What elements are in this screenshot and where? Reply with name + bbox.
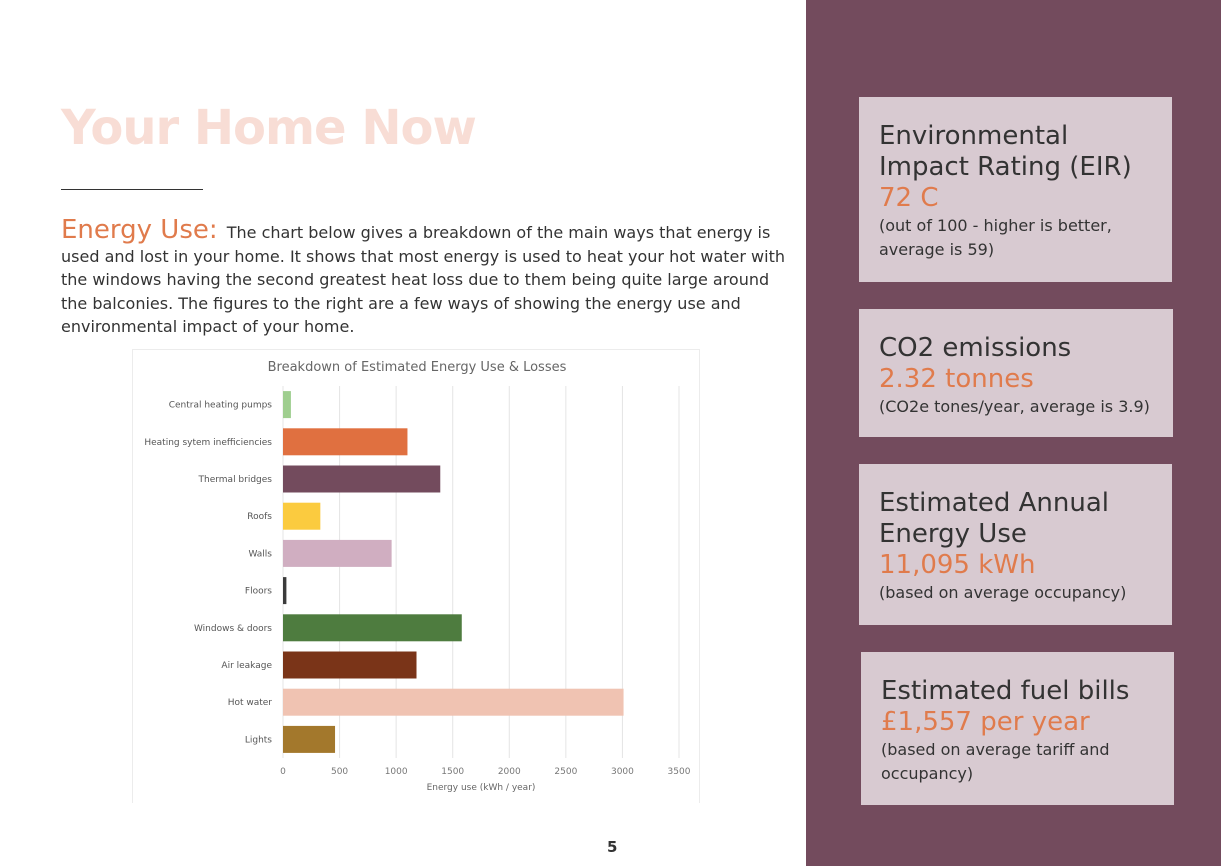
energy-use-card: Estimated Annual Energy Use 11,095 kWh (… bbox=[859, 464, 1172, 625]
energy-chart-svg: Breakdown of Estimated Energy Use & Loss… bbox=[144, 360, 691, 793]
bar bbox=[283, 539, 392, 567]
bar bbox=[283, 428, 408, 456]
fuel-bills-value: £1,557 per year bbox=[881, 707, 1090, 737]
co2-card: CO2 emissions 2.32 tonnes (CO2e tones/ye… bbox=[859, 309, 1173, 437]
eir-note: (out of 100 - higher is better, average … bbox=[879, 216, 1112, 259]
fuel-bills-note: (based on average tariff and occupancy) bbox=[881, 740, 1110, 783]
chart-title: Breakdown of Estimated Energy Use & Loss… bbox=[268, 360, 567, 375]
category-label: Heating sytem inefficiencies bbox=[144, 438, 272, 448]
bar bbox=[283, 391, 291, 419]
category-label: Central heating pumps bbox=[169, 401, 273, 411]
x-tick-label: 2500 bbox=[554, 767, 577, 777]
energy-chart: Breakdown of Estimated Energy Use & Loss… bbox=[132, 349, 700, 803]
page-title: Your Home Now bbox=[61, 100, 477, 156]
x-tick-label: 500 bbox=[331, 767, 348, 777]
category-label: Lights bbox=[245, 735, 272, 745]
page-number: 5 bbox=[607, 838, 618, 856]
category-label: Air leakage bbox=[221, 661, 272, 671]
category-label: Floors bbox=[245, 587, 272, 597]
fuel-bills-card: Estimated fuel bills £1,557 per year (ba… bbox=[861, 652, 1174, 805]
x-tick-label: 3000 bbox=[611, 767, 634, 777]
category-label: Hot water bbox=[228, 698, 273, 708]
category-label: Thermal bridges bbox=[198, 475, 273, 485]
bar bbox=[283, 725, 336, 753]
x-tick-label: 3500 bbox=[668, 767, 691, 777]
energy-use-label: Estimated Annual Energy Use bbox=[879, 488, 1109, 549]
category-label: Walls bbox=[248, 549, 272, 559]
bar bbox=[283, 502, 321, 530]
x-tick-label: 2000 bbox=[498, 767, 521, 777]
eir-label: Environmental Impact Rating (EIR) bbox=[879, 121, 1132, 182]
eir-value: 72 C bbox=[879, 183, 939, 213]
title-divider bbox=[61, 189, 203, 190]
x-tick-label: 0 bbox=[280, 767, 286, 777]
bar bbox=[283, 688, 624, 716]
co2-note: (CO2e tones/year, average is 3.9) bbox=[879, 397, 1150, 416]
fuel-bills-label: Estimated fuel bills bbox=[881, 676, 1130, 706]
x-axis-label: Energy use (kWh / year) bbox=[427, 783, 536, 793]
category-label: Roofs bbox=[247, 512, 272, 522]
co2-label: CO2 emissions bbox=[879, 333, 1072, 363]
eir-card: Environmental Impact Rating (EIR) 72 C (… bbox=[859, 97, 1172, 282]
intro-text: The chart below gives a breakdown of the… bbox=[61, 223, 785, 336]
energy-use-note: (based on average occupancy) bbox=[879, 583, 1127, 602]
intro-paragraph: Energy Use: The chart below gives a brea… bbox=[61, 217, 786, 339]
x-tick-label: 1000 bbox=[385, 767, 408, 777]
bar bbox=[283, 577, 287, 605]
intro-lead: Energy Use: bbox=[61, 215, 218, 245]
bar bbox=[283, 465, 441, 493]
co2-value: 2.32 tonnes bbox=[879, 364, 1034, 394]
category-label: Windows & doors bbox=[194, 624, 272, 634]
x-tick-label: 1500 bbox=[441, 767, 464, 777]
bar bbox=[283, 651, 417, 679]
energy-use-value: 11,095 kWh bbox=[879, 550, 1036, 580]
bar bbox=[283, 614, 462, 642]
